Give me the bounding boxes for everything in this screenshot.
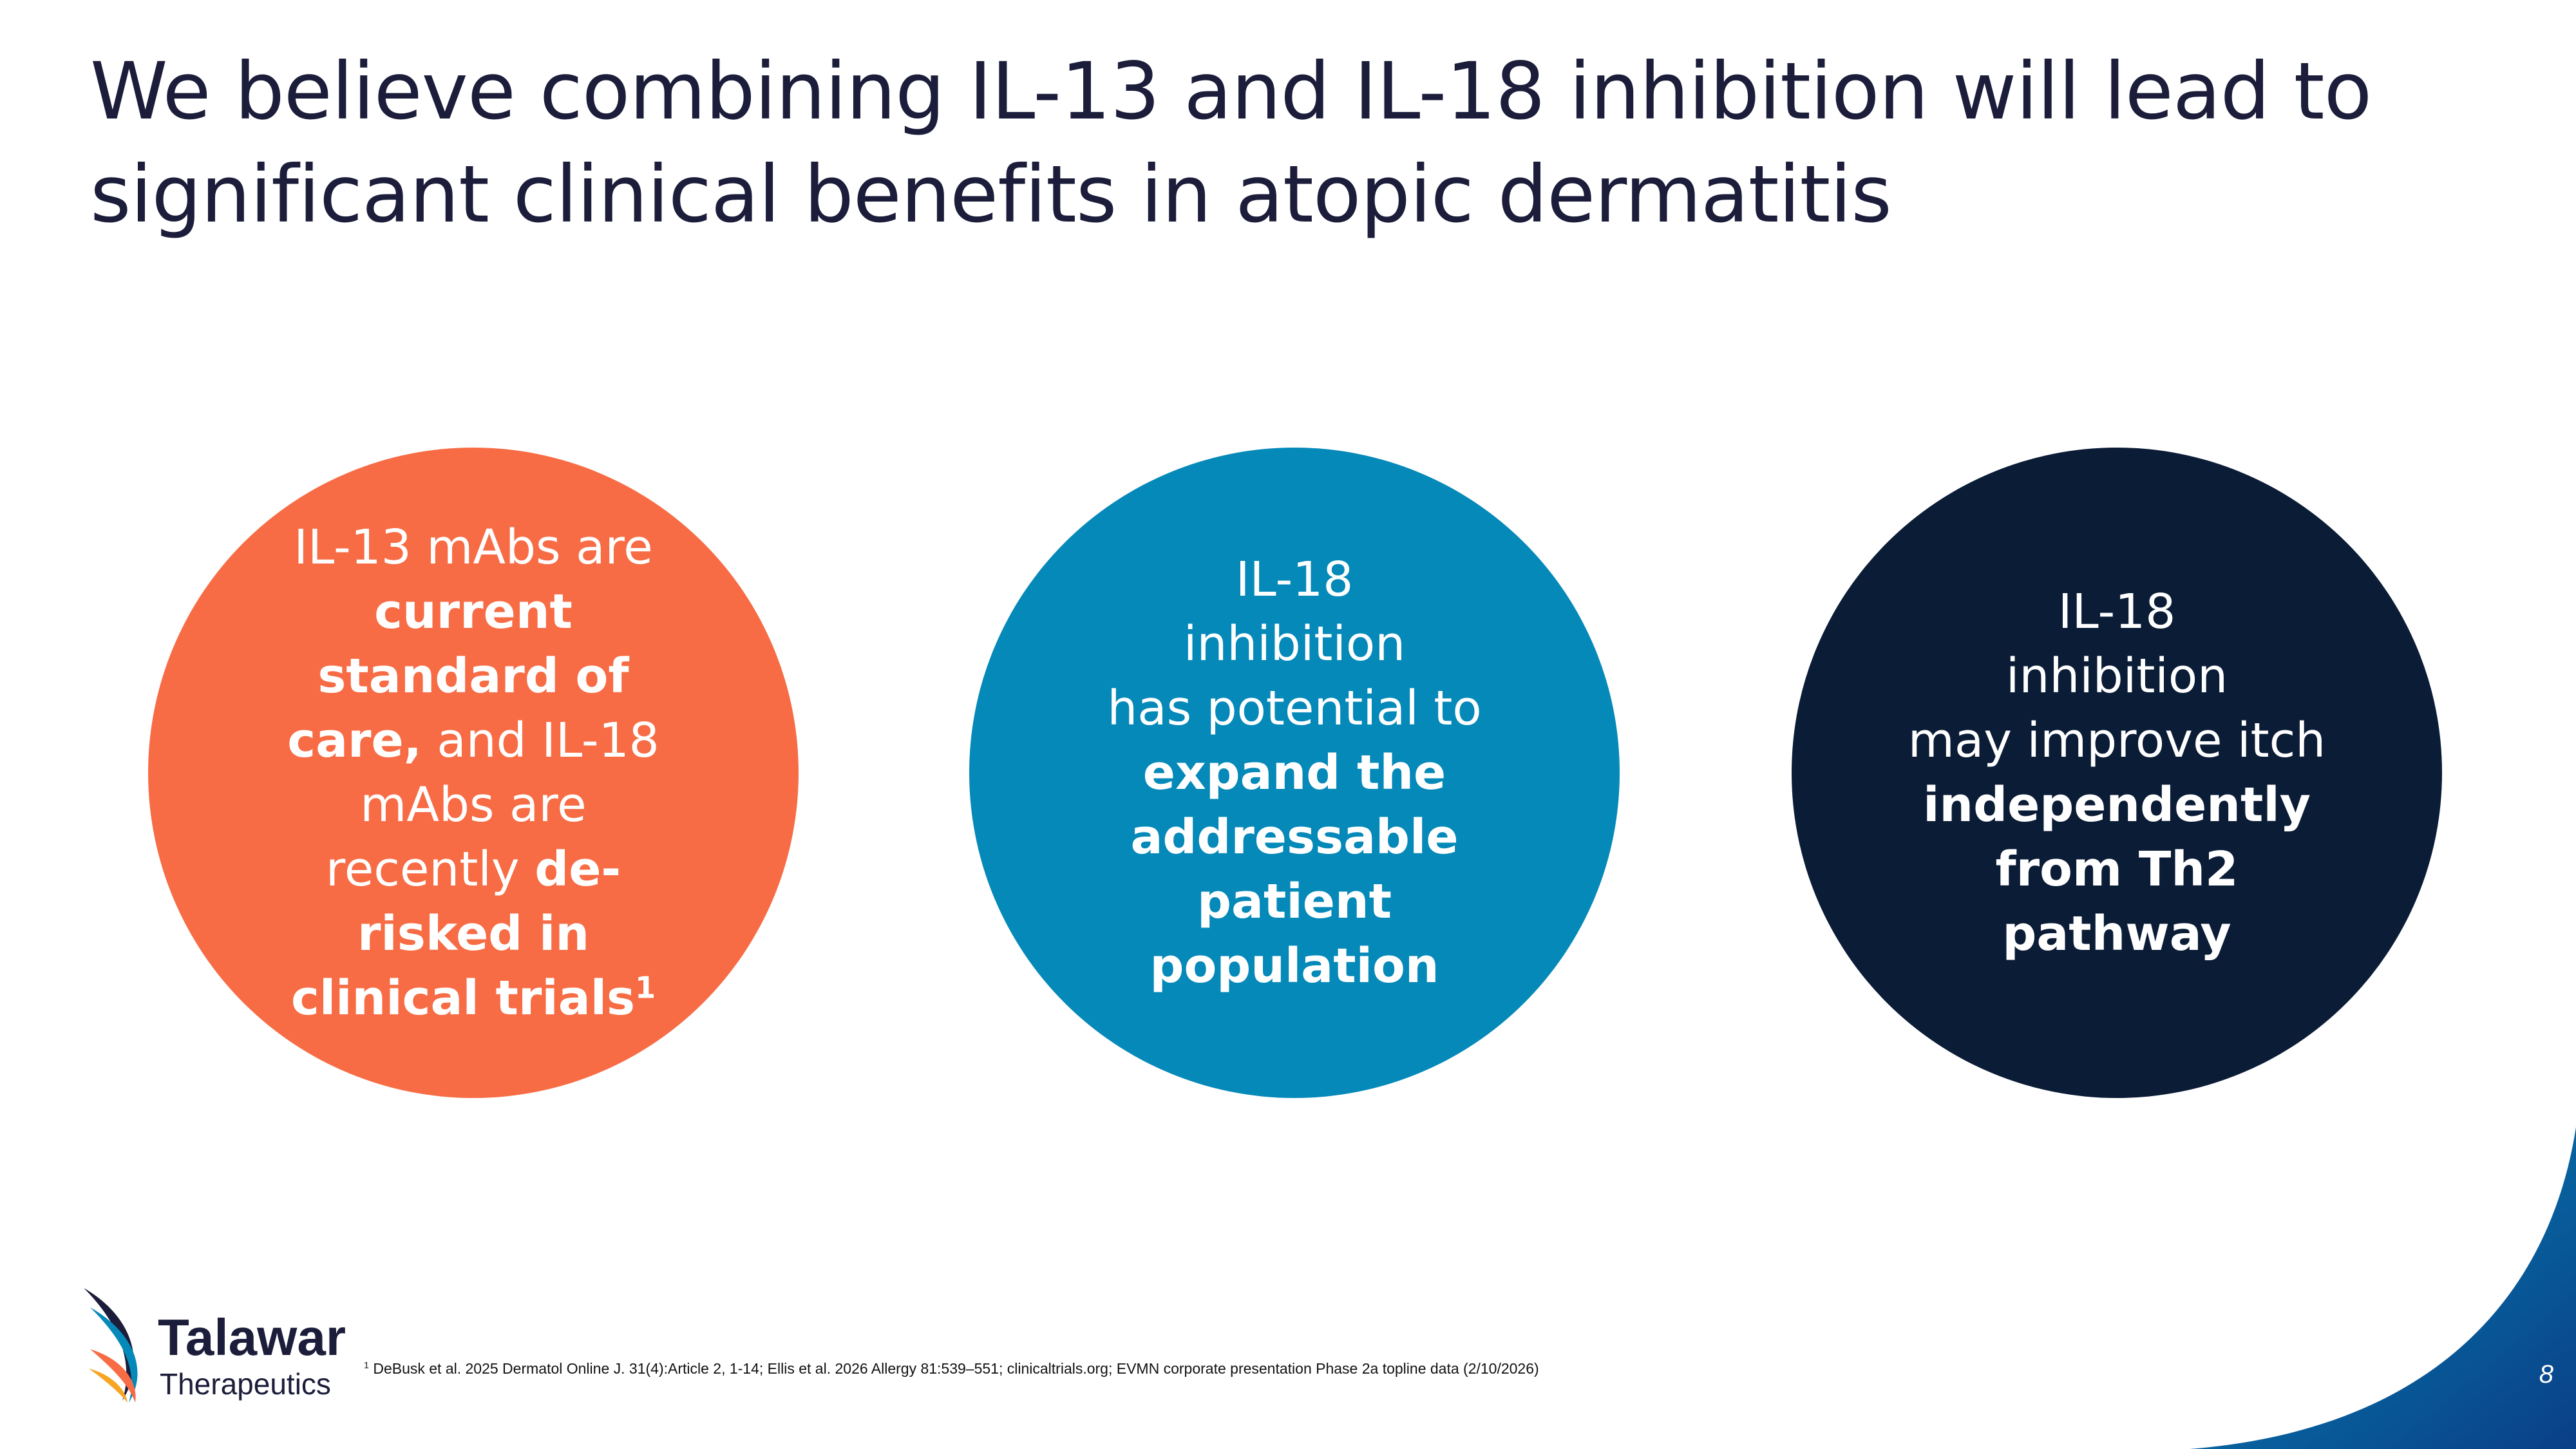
footnote-text: DeBusk et al. 2025 Dermatol Online J. 31… xyxy=(373,1360,1539,1377)
title-line-1: We believe combining IL-13 and IL-18 inh… xyxy=(90,46,2372,137)
circle-3-text: IL-18 inhibition may improve itch indepe… xyxy=(1904,580,2329,966)
circle-il13-standard-of-care: IL-13 mAbs are current standard of care,… xyxy=(148,448,799,1098)
footnote: 1 DeBusk et al. 2025 Dermatol Online J. … xyxy=(364,1360,1539,1378)
circle-1-text: IL-13 mAbs are current standard of care,… xyxy=(261,515,686,1030)
circle-2-text: IL-18 inhibition has potential to expand… xyxy=(1082,547,1507,998)
page-title: We believe combining IL-13 and IL-18 inh… xyxy=(90,40,2473,246)
footnote-marker-bottom: 1 xyxy=(364,1360,369,1371)
circle-1-text-bold-2: de-risked in clinical trials1 xyxy=(291,842,656,1026)
circle-1-text-bold-1: current standard of care, xyxy=(287,584,629,768)
circle-il18-improve-itch: IL-18 inhibition may improve itch indepe… xyxy=(1792,448,2442,1098)
corner-swoosh-decoration xyxy=(2190,1127,2576,1449)
logo-wordmark: Talawar xyxy=(158,1309,346,1366)
circle-3-text-b: inhibition xyxy=(2005,649,2228,704)
circle-3-text-c: may improve itch xyxy=(1908,713,2326,768)
circle-3-text-bold: independently from Th2 pathway xyxy=(1923,777,2311,961)
talawar-logo-icon xyxy=(84,1288,138,1403)
circle-2-text-b: inhibition xyxy=(1183,616,1406,672)
logo-subtitle: Therapeutics xyxy=(160,1367,331,1401)
circle-1-text-c: and IL-18 mAbs are recently xyxy=(325,713,659,897)
circle-il18-expand-population: IL-18 inhibition has potential to expand… xyxy=(969,448,1620,1098)
circle-3-text-a: IL-18 xyxy=(2058,584,2176,639)
circle-2-text-c: has potential to xyxy=(1107,681,1482,736)
circle-1-text-bold-2-label: de-risked in clinical trials xyxy=(290,842,636,1026)
title-line-2: significant clinical benefits in atopic … xyxy=(90,149,1892,240)
circle-1-text-a: IL-13 mAbs are xyxy=(294,520,653,575)
circle-2-text-bold: expand the addressable patient populatio… xyxy=(1130,745,1459,994)
footnote-marker: 1 xyxy=(635,970,656,1005)
circle-2-text-a: IL-18 xyxy=(1235,552,1354,607)
page-number: 8 xyxy=(2539,1360,2553,1388)
